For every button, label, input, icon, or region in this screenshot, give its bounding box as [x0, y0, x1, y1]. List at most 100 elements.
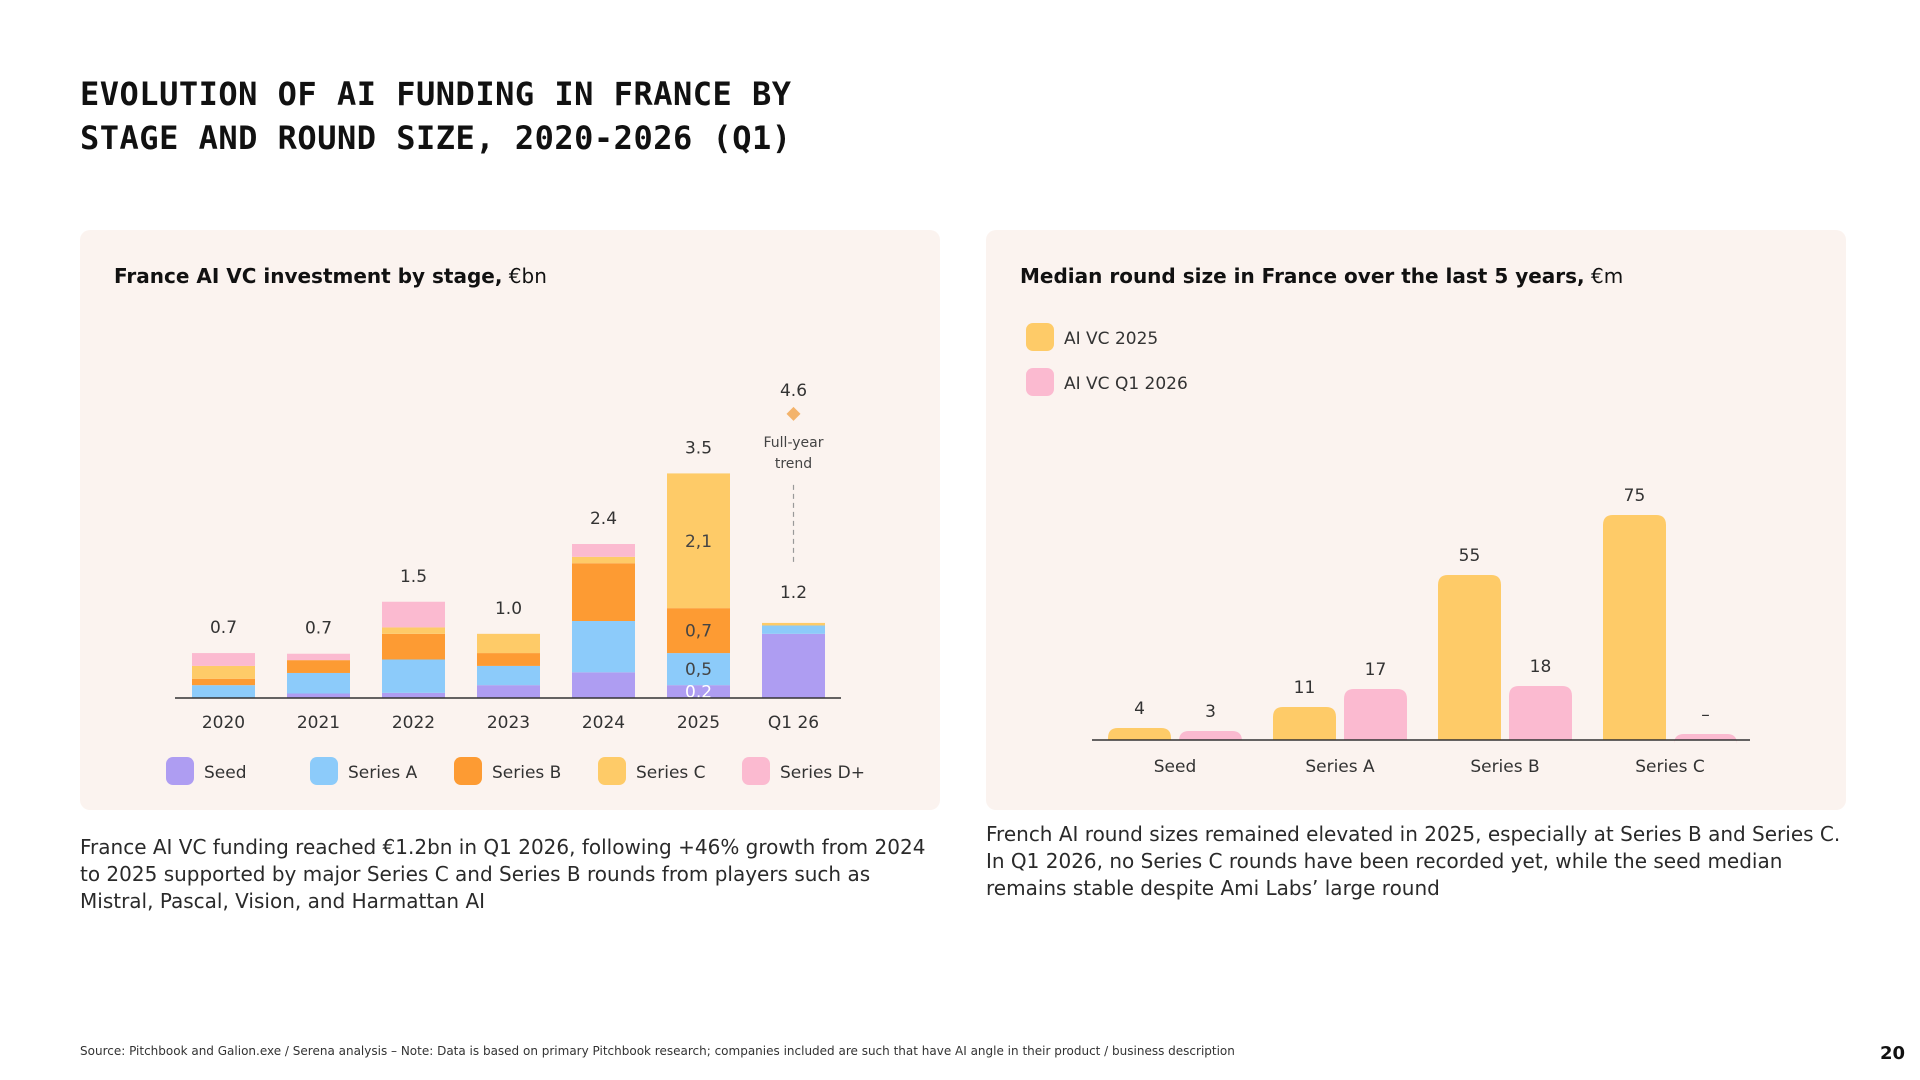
total-label-2021: 0.7 [305, 619, 332, 639]
bar-segment-series-d-2022 [382, 601, 445, 628]
value-label-ai-vc-2025-series-b: 55 [1459, 546, 1481, 566]
legend-label-series-a: Series A [348, 763, 418, 783]
legend-label-seed: Seed [204, 763, 247, 783]
segment-label-seed-2025: 0,2 [685, 683, 712, 703]
bar-segment-series-b-2025 [667, 608, 730, 654]
x-tick-2025: 2025 [677, 713, 720, 733]
bar-segment-series-b-2021 [287, 660, 350, 673]
bar-segment-series-b-2024 [572, 563, 635, 621]
right-caption: French AI round sizes remained elevated … [986, 822, 1841, 900]
value-label-ai-vc-2025-series-a: 11 [1294, 678, 1316, 698]
bar-segment-series-a-2022 [382, 659, 445, 693]
legend-swatch-series-c [598, 757, 626, 785]
chart-title-main: Median round size in France over the las… [1020, 264, 1585, 288]
bar-segment-series-a-2025 [667, 653, 730, 686]
x-tick-2020: 2020 [202, 713, 245, 733]
bar-ai-vc-2025-series-c [1603, 515, 1666, 740]
chart-title-unit: €m [1585, 264, 1624, 288]
legend-label-series-c: Series C [636, 763, 706, 783]
median-round-chart: Median round size in France over the las… [1020, 264, 1750, 777]
legend-swatch-series-b [454, 757, 482, 785]
x-tick-2024: 2024 [582, 713, 625, 733]
trend-marker [786, 406, 801, 421]
value-label-ai-vc-2025-series-c: 75 [1624, 486, 1646, 506]
segment-label-series-c-2025: 2,1 [685, 532, 712, 552]
chart-title-unit: €bn [502, 264, 546, 288]
bar-segment-seed-2023 [477, 685, 540, 698]
page-title-line-1: EVOLUTION OF AI FUNDING IN FRANCE BY [80, 75, 792, 113]
x-tick-q1-26: Q1 26 [768, 713, 819, 733]
x-tick-2022: 2022 [392, 713, 435, 733]
page-title: EVOLUTION OF AI FUNDING IN FRANCE BY STA… [80, 72, 792, 160]
value-label-ai-vc-q1-2026-series-c: – [1701, 705, 1710, 725]
legend-label-series-b: Series B [492, 763, 561, 783]
bar-segment-series-b-2023 [477, 653, 540, 666]
chart-title: France AI VC investment by stage, €bn [114, 264, 547, 288]
bar-ai-vc-q1-2026-series-c [1674, 734, 1737, 744]
bar-segment-series-a-2020 [192, 685, 255, 698]
bar-segment-series-d-2021 [287, 653, 350, 661]
x-tick-series-a: Series A [1305, 757, 1375, 777]
bar-segment-seed-q1-26 [762, 633, 825, 698]
chart-title-main: France AI VC investment by stage, [114, 264, 502, 288]
page-number: 20 [1880, 1043, 1906, 1064]
value-label-ai-vc-2025-seed: 4 [1134, 699, 1145, 719]
total-label-2022: 1.5 [400, 567, 427, 587]
total-label-2024: 2.4 [590, 509, 617, 529]
x-tick-series-b: Series B [1470, 757, 1539, 777]
bar-segment-series-c-2024 [572, 556, 635, 564]
legend-swatch-seed [166, 757, 194, 785]
legend-swatch-series-d [742, 757, 770, 785]
x-tick-seed: Seed [1154, 757, 1197, 777]
legend-label-ai-vc-2025: AI VC 2025 [1064, 329, 1158, 349]
total-label-2023: 1.0 [495, 599, 522, 619]
bar-segment-series-d-2020 [192, 653, 255, 666]
bar-segment-seed-2021 [287, 693, 350, 698]
bar-ai-vc-2025-seed [1108, 728, 1171, 740]
x-tick-2021: 2021 [297, 713, 340, 733]
stage-investment-chart: France AI VC investment by stage, €bn 0.… [114, 264, 865, 785]
left-caption: France AI VC funding reached €1.2bn in Q… [80, 835, 926, 913]
bar-ai-vc-q1-2026-series-b [1509, 686, 1572, 740]
total-label-2020: 0.7 [210, 618, 237, 638]
stage-investment-chart-panel: France AI VC investment by stage, €bn 0.… [80, 230, 940, 810]
legend-swatch-series-a [310, 757, 338, 785]
bar-segment-seed-2022 [382, 692, 445, 698]
bar-segment-seed-2024 [572, 672, 635, 698]
bar-segment-series-d-2024 [572, 544, 635, 557]
bar-segment-series-b-2020 [192, 678, 255, 686]
x-tick-series-c: Series C [1635, 757, 1705, 777]
total-label-q1-26: 1.2 [780, 583, 807, 603]
legend-label-series-d: Series D+ [780, 763, 865, 783]
median-round-chart-panel: Median round size in France over the las… [986, 230, 1846, 810]
bar-segment-series-b-2022 [382, 633, 445, 660]
bar-segment-series-c-2020 [192, 665, 255, 679]
legend-swatch-ai-vc-q1-2026 [1026, 368, 1054, 396]
bar-segment-series-c-2023 [477, 633, 540, 654]
bar-segment-series-c-q1-26 [762, 622, 825, 626]
bar-ai-vc-q1-2026-seed [1179, 731, 1242, 741]
bar-segment-series-a-2021 [287, 672, 350, 694]
bar-segment-series-a-2024 [572, 621, 635, 673]
bar-segment-series-a-q1-26 [762, 625, 825, 634]
total-label-2025: 3.5 [685, 438, 712, 458]
bar-segment-series-c-2025 [667, 473, 730, 609]
value-label-ai-vc-q1-2026-seed: 3 [1205, 702, 1216, 722]
bar-ai-vc-2025-series-b [1438, 575, 1501, 740]
trend-label-line-1: Full-year [764, 435, 824, 451]
page-title-line-2: STAGE AND ROUND SIZE, 2020-2026 (Q1) [80, 119, 792, 157]
bar-ai-vc-2025-series-a [1273, 707, 1336, 740]
chart-title: Median round size in France over the las… [1020, 264, 1623, 288]
segment-label-series-a-2025: 0,5 [685, 660, 712, 680]
value-label-ai-vc-q1-2026-series-b: 18 [1530, 657, 1552, 677]
value-label-ai-vc-q1-2026-series-a: 17 [1365, 660, 1387, 680]
trend-value-label: 4.6 [780, 381, 807, 401]
x-tick-2023: 2023 [487, 713, 530, 733]
source-note: Source: Pitchbook and Galion.exe / Seren… [80, 1044, 1235, 1058]
bar-segment-series-a-2023 [477, 665, 540, 686]
legend-swatch-ai-vc-2025 [1026, 323, 1054, 351]
bar-segment-series-c-2022 [382, 627, 445, 634]
bar-segment-seed-2025 [667, 685, 730, 698]
segment-label-series-b-2025: 0,7 [685, 622, 712, 642]
legend-label-ai-vc-q1-2026: AI VC Q1 2026 [1064, 374, 1188, 394]
